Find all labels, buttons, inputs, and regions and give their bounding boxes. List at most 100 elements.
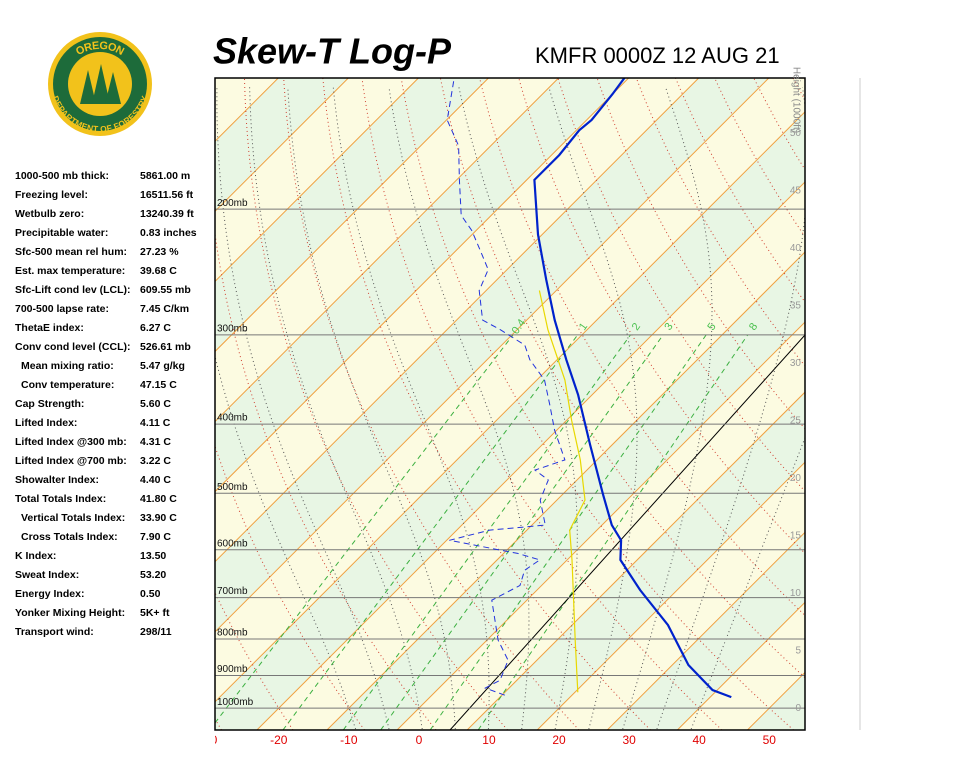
dry-adiabat (361, 78, 723, 730)
mixing-ratio-line (282, 334, 579, 730)
logo-tree (105, 72, 121, 104)
background (215, 78, 960, 730)
logo-top-path: OREGON (74, 40, 126, 58)
x-tick-label: 50 (763, 733, 777, 747)
stat-value: 7.90 C (140, 531, 171, 543)
background-band (817, 78, 960, 730)
y2-tick-label: 5 (795, 645, 801, 656)
stat-label: Vertical Totals Index: (21, 512, 125, 524)
x-tick-label: -20 (270, 733, 288, 747)
stat-label: Showalter Index: (15, 474, 99, 486)
mixing-ratio-line (477, 334, 749, 730)
x-tick-label: -10 (340, 733, 358, 747)
profile-line (538, 290, 586, 693)
moist-adiabat (287, 87, 456, 730)
stat-label: 1000-500 mb thick: (15, 170, 109, 182)
stat-value: 27.23 % (140, 246, 179, 258)
stat-value: 16511.56 ft (140, 189, 194, 201)
y-tick-label: 1000mb (217, 697, 254, 708)
isotherm (215, 78, 770, 633)
background-band (215, 111, 805, 730)
dry-adiabat (596, 78, 805, 430)
x-tick-label: 30 (622, 733, 636, 747)
y2-axis-label: Height (1000ft) (790, 67, 801, 133)
y-tick-label: 700mb (217, 586, 248, 597)
stat-label: K Index: (15, 550, 56, 562)
mixing-ratio-label: 5 (705, 321, 718, 333)
y2-tick-label: 35 (790, 300, 802, 311)
dry-adiabat (871, 78, 960, 730)
stat-label: Transport wind: (15, 626, 94, 638)
isotherm (215, 78, 559, 423)
stat-label: Precipitable water: (15, 227, 108, 239)
stat-value: 0.83 inches (140, 227, 197, 239)
dry-adiabat (244, 78, 508, 730)
stat-label: Sfc-Lift cond lev (LCL): (15, 284, 131, 296)
stats-table: 1000-500 mb thick: 5861.00 m Freezing leve… (15, 170, 197, 638)
stat-value: 4.31 C (140, 436, 171, 448)
chart-title: Skew-T Log-P (213, 31, 452, 72)
stat-value: 5.47 g/kg (140, 360, 185, 372)
y-tick-label: 200mb (217, 198, 248, 209)
mixing-ratio-label: 1 (577, 321, 590, 333)
moist-adiabat (656, 87, 805, 730)
stat-label: Total Totals Index: (15, 493, 106, 505)
stat-value: 33.90 C (140, 512, 177, 524)
stat-label: Wetbulb zero: (15, 208, 84, 220)
stat-value: 5.60 C (140, 398, 171, 410)
logo-tree (80, 70, 96, 104)
moist-adiabat (215, 354, 357, 730)
stat-value: 4.40 C (140, 474, 171, 486)
y2-tick-label: 45 (790, 185, 802, 196)
stat-label: Lifted Index @700 mb: (15, 455, 127, 467)
stat-label: Mean mixing ratio: (21, 360, 114, 372)
moist-adiabat (332, 87, 490, 730)
y2-tick-label: 0 (795, 703, 801, 714)
stat-value: 609.55 mb (140, 284, 191, 296)
dry-adiabat (439, 78, 805, 679)
y-tick-label: 800mb (217, 628, 248, 639)
stat-label: Cross Totals Index: (21, 531, 118, 543)
stat-label: Conv cond level (CCL): (15, 341, 131, 353)
logo: OREGON DEPARTMENT OF FORESTRY (48, 32, 152, 136)
isotherm (466, 391, 805, 730)
plot-border (214, 77, 806, 731)
background-band (215, 78, 805, 702)
isotherm (215, 78, 349, 213)
x-tick-label: -30 (200, 733, 218, 747)
stat-value: 39.68 C (140, 265, 177, 277)
moist-adiabat (690, 436, 805, 730)
stat-label: Conv temperature: (21, 379, 114, 391)
x-tick-label: 40 (693, 733, 707, 747)
profile-line (533, 78, 732, 699)
stat-label: 700-500 lapse rate: (15, 303, 109, 315)
dry-adiabat (950, 78, 960, 730)
stat-value: 526.61 mb (140, 341, 191, 353)
dry-adiabat (792, 78, 805, 101)
isotherm (215, 78, 419, 283)
stat-label: Cap Strength: (15, 398, 84, 410)
isotherm (326, 251, 805, 730)
stat-label: ThetaE index: (15, 322, 84, 334)
stat-value: 3.22 C (140, 455, 171, 467)
stat-value: 298/11 (140, 626, 172, 638)
isotherm (606, 531, 805, 730)
stat-value: 6.27 C (140, 322, 171, 334)
isotherm (215, 78, 489, 353)
stat-value: 47.15 C (140, 379, 177, 391)
y2-tick-label: 15 (790, 530, 802, 541)
y-tick-label: 600mb (217, 538, 248, 549)
logo-top-text: OREGON (74, 40, 126, 58)
dry-adiabat (400, 78, 794, 730)
stat-label: Sweat Index: (15, 569, 79, 581)
stat-value: 13240.39 ft (140, 208, 194, 220)
logo-tree (92, 64, 110, 104)
x-tick-label: 0 (416, 733, 423, 747)
stat-value: 13.50 (140, 550, 166, 562)
isotherm (396, 321, 805, 730)
stat-value: 7.45 C/km (140, 303, 189, 315)
stat-value: 4.11 C (140, 417, 171, 429)
stat-value: 0.50 (140, 588, 161, 600)
